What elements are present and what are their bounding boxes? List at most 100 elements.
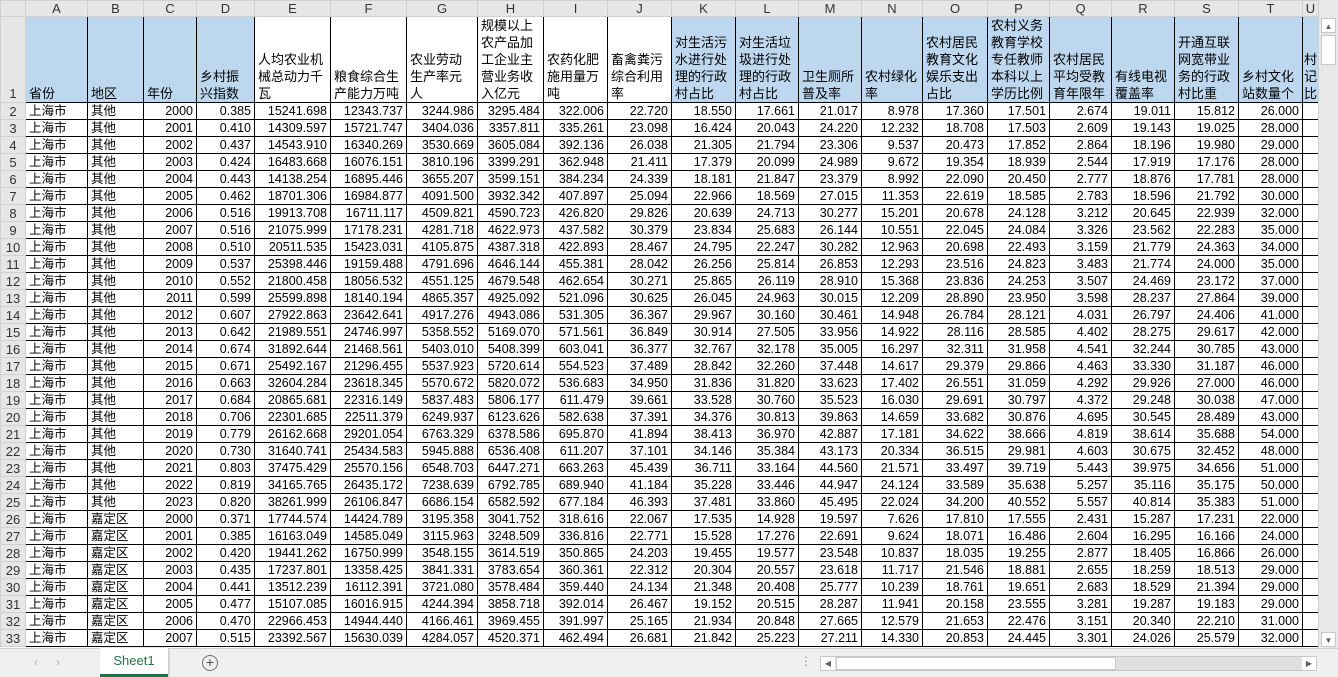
- cell[interactable]: 3.301: [1049, 629, 1112, 647]
- cell[interactable]: 13358.425: [330, 561, 407, 579]
- cell[interactable]: 4590.723: [477, 204, 544, 222]
- cell[interactable]: 21468.561: [330, 340, 407, 358]
- cell[interactable]: 19.152: [671, 595, 736, 613]
- cell[interactable]: 43.000: [1238, 340, 1303, 358]
- cell[interactable]: 15.812: [1174, 102, 1239, 120]
- cell[interactable]: 43.173: [798, 442, 862, 460]
- cell[interactable]: 上海市: [25, 442, 88, 460]
- cell[interactable]: 3404.036: [406, 119, 478, 137]
- cell[interactable]: 25492.167: [254, 357, 331, 375]
- cell[interactable]: 19.354: [922, 153, 988, 171]
- cell[interactable]: 30.271: [607, 272, 672, 290]
- cell[interactable]: 0.599: [196, 289, 255, 307]
- cell[interactable]: 0.663: [196, 374, 255, 392]
- cell[interactable]: 上海市: [25, 408, 88, 426]
- cell[interactable]: 21.934: [671, 612, 736, 630]
- cell[interactable]: 21800.458: [254, 272, 331, 290]
- cell[interactable]: 23.834: [671, 221, 736, 239]
- cell[interactable]: 19.183: [1174, 595, 1239, 613]
- cell[interactable]: 36.515: [922, 442, 988, 460]
- cell[interactable]: 5537.923: [406, 357, 478, 375]
- cell[interactable]: 5.443: [1049, 459, 1112, 477]
- row-header[interactable]: 30: [0, 578, 26, 596]
- cell[interactable]: 16.295: [1111, 527, 1175, 545]
- cell[interactable]: 19.980: [1174, 136, 1239, 154]
- cell[interactable]: 22.939: [1174, 204, 1239, 222]
- cell[interactable]: 30.675: [1111, 442, 1175, 460]
- cell[interactable]: 384.234: [543, 170, 608, 188]
- cell[interactable]: 2006: [143, 204, 197, 222]
- cell[interactable]: 26.144: [798, 221, 862, 239]
- cell[interactable]: 20.408: [735, 578, 799, 596]
- cell[interactable]: 30.797: [987, 391, 1050, 409]
- cell[interactable]: 16163.049: [254, 527, 331, 545]
- cell[interactable]: 其他: [87, 238, 144, 256]
- cell[interactable]: 21.348: [671, 578, 736, 596]
- cell[interactable]: 21989.551: [254, 323, 331, 341]
- header-cell[interactable]: 畜禽粪污综合利用率: [607, 16, 672, 103]
- cell[interactable]: 25.094: [607, 187, 672, 205]
- cell[interactable]: 24.203: [607, 544, 672, 562]
- cell[interactable]: 33.860: [735, 493, 799, 511]
- cell[interactable]: 2002: [143, 544, 197, 562]
- cell[interactable]: 3.483: [1049, 255, 1112, 273]
- cell[interactable]: 其他: [87, 323, 144, 341]
- cell[interactable]: 34.622: [922, 425, 988, 443]
- cell[interactable]: 17744.574: [254, 510, 331, 528]
- cell[interactable]: 26.797: [1111, 306, 1175, 324]
- cell[interactable]: 41.184: [607, 476, 672, 494]
- cell[interactable]: 37.101: [607, 442, 672, 460]
- cell[interactable]: 上海市: [25, 170, 88, 188]
- cell[interactable]: 2000: [143, 510, 197, 528]
- cell[interactable]: 29.926: [1111, 374, 1175, 392]
- cell[interactable]: 392.136: [543, 136, 608, 154]
- cell[interactable]: 上海市: [25, 510, 88, 528]
- cell[interactable]: 5408.399: [477, 340, 544, 358]
- cell[interactable]: 611.207: [543, 442, 608, 460]
- cell[interactable]: 0.706: [196, 408, 255, 426]
- cell[interactable]: 2.431: [1049, 510, 1112, 528]
- cell[interactable]: 上海市: [25, 323, 88, 341]
- cell[interactable]: 2007: [143, 629, 197, 647]
- cell[interactable]: 36.970: [735, 425, 799, 443]
- cell[interactable]: 14.330: [861, 629, 923, 647]
- cell[interactable]: 603.041: [543, 340, 608, 358]
- cell[interactable]: 45.439: [607, 459, 672, 477]
- cell[interactable]: 2016: [143, 374, 197, 392]
- cell[interactable]: 18.196: [1111, 136, 1175, 154]
- cell[interactable]: 20865.681: [254, 391, 331, 409]
- cell[interactable]: 15.287: [1111, 510, 1175, 528]
- cell[interactable]: 33.164: [735, 459, 799, 477]
- row-header[interactable]: 17: [0, 357, 26, 375]
- cell[interactable]: 其他: [87, 136, 144, 154]
- cell[interactable]: 30.000: [1238, 187, 1303, 205]
- cell[interactable]: 47.000: [1238, 391, 1303, 409]
- cell[interactable]: 34165.765: [254, 476, 331, 494]
- horizontal-scrollbar[interactable]: ◀ ▶: [820, 656, 1317, 671]
- cell[interactable]: 46.000: [1238, 357, 1303, 375]
- cell[interactable]: 24.823: [987, 255, 1050, 273]
- cell[interactable]: 23.172: [1174, 272, 1239, 290]
- cell[interactable]: 20.853: [922, 629, 988, 647]
- cell[interactable]: 20.678: [922, 204, 988, 222]
- cell[interactable]: 677.184: [543, 493, 608, 511]
- cell[interactable]: 531.305: [543, 306, 608, 324]
- cell[interactable]: 25.223: [735, 629, 799, 647]
- cell[interactable]: 28.585: [987, 323, 1050, 341]
- cell[interactable]: 13512.239: [254, 578, 331, 596]
- cell[interactable]: 0.684: [196, 391, 255, 409]
- cell[interactable]: 37.000: [1238, 272, 1303, 290]
- cell[interactable]: 23.306: [798, 136, 862, 154]
- cell[interactable]: 455.381: [543, 255, 608, 273]
- cell[interactable]: 44.947: [798, 476, 862, 494]
- cell[interactable]: 0.642: [196, 323, 255, 341]
- header-cell[interactable]: 地区: [87, 16, 144, 103]
- cell[interactable]: 3.281: [1049, 595, 1112, 613]
- cell[interactable]: 422.893: [543, 238, 608, 256]
- cell[interactable]: 22316.149: [330, 391, 407, 409]
- cell[interactable]: 24.406: [1174, 306, 1239, 324]
- cell[interactable]: 上海市: [25, 136, 88, 154]
- cell[interactable]: [1302, 340, 1318, 358]
- cell[interactable]: 21.794: [735, 136, 799, 154]
- cell[interactable]: 上海市: [25, 238, 88, 256]
